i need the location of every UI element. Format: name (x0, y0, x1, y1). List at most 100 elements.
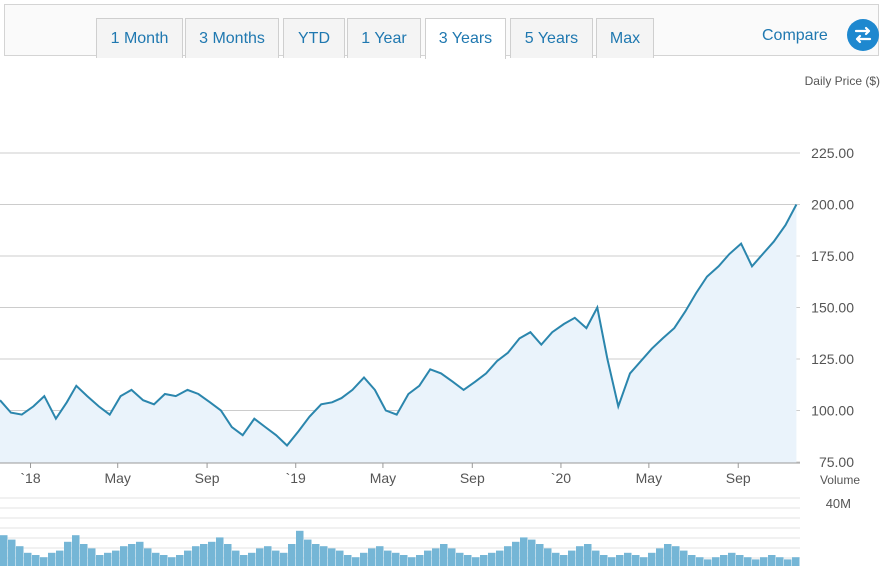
volume-bar (120, 546, 128, 566)
x-tick-label: Sep (195, 470, 220, 486)
volume-bar (24, 552, 32, 566)
volume-tick: 40M (826, 496, 851, 511)
tab-5-years[interactable]: 5 Years (510, 18, 593, 58)
x-axis-ticks: `18 May Sep `19 May Sep `20 May Sep (20, 463, 751, 486)
volume-bar (56, 550, 64, 566)
volume-bar (80, 544, 88, 566)
volume-bar (416, 555, 424, 566)
volume-bar (376, 546, 384, 566)
volume-bar (0, 535, 8, 566)
volume-bar (128, 544, 136, 566)
volume-bar (96, 555, 104, 566)
volume-bar (472, 557, 480, 566)
swap-arrows-icon[interactable] (847, 19, 879, 51)
volume-bar (136, 541, 144, 566)
volume-bar (192, 546, 200, 566)
compare-link[interactable]: Compare (762, 27, 828, 44)
volume-bar (448, 548, 456, 566)
x-tick-label: `20 (551, 470, 571, 486)
volume-bar (496, 550, 504, 566)
volume-bar (632, 555, 640, 566)
volume-bar (232, 550, 240, 566)
volume-bar (576, 546, 584, 566)
volume-bar (680, 550, 688, 566)
volume-bar (16, 546, 24, 566)
volume-bar (552, 552, 560, 566)
volume-bar (600, 555, 608, 566)
volume-bar (656, 548, 664, 566)
volume-bar (352, 557, 360, 566)
volume-bar (456, 552, 464, 566)
volume-bar (112, 550, 120, 566)
y-axis-ticks: 225.00 200.00 175.00 150.00 125.00 100.00 75.0… (811, 145, 854, 470)
x-tick-label: May (636, 470, 662, 486)
volume-bar (696, 557, 704, 566)
volume-bar (304, 539, 312, 566)
volume-bar (792, 557, 800, 566)
volume-bar (72, 535, 80, 566)
y-tick-label: 225.00 (811, 145, 854, 161)
price-line (0, 204, 798, 447)
volume-bar (328, 548, 336, 566)
volume-bar (664, 544, 672, 566)
volume-bar (584, 544, 592, 566)
volume-bar (400, 555, 408, 566)
tab-1-year[interactable]: 1 Year (347, 18, 421, 58)
y-tick-label: 175.00 (811, 248, 854, 264)
volume-bar (360, 552, 368, 566)
volume-bar (184, 550, 192, 566)
volume-bar (256, 548, 264, 566)
volume-bar (528, 539, 536, 566)
volume-bar (728, 552, 736, 566)
volume-bar (536, 544, 544, 566)
x-tick-label: Sep (726, 470, 751, 486)
volume-bar (608, 557, 616, 566)
volume-bar (160, 555, 168, 566)
y-tick-label: 150.00 (811, 300, 854, 316)
volume-bar (624, 552, 632, 566)
volume-bar (48, 552, 56, 566)
volume-bar (784, 559, 792, 566)
volume-label: Volume (820, 473, 860, 487)
volume-bar (288, 544, 296, 566)
volume-bar (336, 550, 344, 566)
volume-bar (320, 546, 328, 566)
volume-bar (224, 544, 232, 566)
volume-bar (8, 539, 16, 566)
volume-bar (176, 555, 184, 566)
y-tick-label: 100.00 (811, 403, 854, 419)
volume-bar (384, 550, 392, 566)
volume-bar (744, 557, 752, 566)
volume-bar (568, 550, 576, 566)
volume-bar (280, 552, 288, 566)
volume-bar (64, 541, 72, 566)
volume-bar (424, 550, 432, 566)
price-chart: Daily Price ($) 225.00 200.00 175.00 150.00… (0, 74, 880, 566)
volume-bar (440, 544, 448, 566)
volume-bar (216, 537, 224, 566)
tab-ytd[interactable]: YTD (283, 18, 345, 58)
volume-bar (40, 557, 48, 566)
volume-bar (480, 555, 488, 566)
volume-bar (640, 557, 648, 566)
tab-1-month[interactable]: 1 Month (96, 18, 183, 58)
y-tick-label: 75.00 (819, 454, 854, 470)
volume-bar (208, 541, 216, 566)
tab-max[interactable]: Max (596, 18, 654, 58)
volume-bar (560, 555, 568, 566)
volume-bar (752, 559, 760, 566)
volume-bar (488, 552, 496, 566)
volume-bar (464, 555, 472, 566)
tab-3-years[interactable]: 3 Years (425, 18, 506, 59)
volume-bar (32, 555, 40, 566)
volume-bars (0, 497, 800, 566)
tab-3-months[interactable]: 3 Months (185, 18, 279, 58)
volume-bar (712, 557, 720, 566)
volume-bar (344, 555, 352, 566)
y-tick-label: 200.00 (811, 197, 854, 213)
volume-bar (248, 552, 256, 566)
volume-bar (272, 550, 280, 566)
volume-bar (704, 559, 712, 566)
volume-bar (592, 550, 600, 566)
volume-bar (736, 555, 744, 566)
